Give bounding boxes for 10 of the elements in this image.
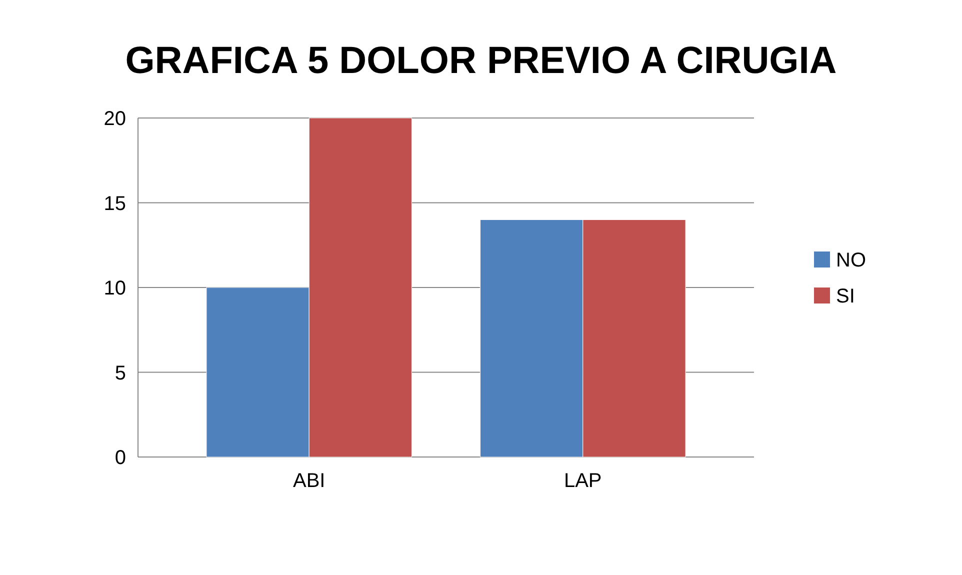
legend-label: NO bbox=[836, 250, 866, 272]
y-tick-label: 20 bbox=[104, 108, 126, 130]
x-tick-label: LAP bbox=[564, 470, 602, 492]
y-tick-label: 15 bbox=[104, 192, 126, 215]
chart-title: GRAFICA 5 DOLOR PREVIO A CIRUGIA bbox=[125, 40, 837, 82]
y-tick-label: 5 bbox=[114, 362, 126, 384]
y-tick-label: 10 bbox=[104, 278, 126, 300]
y-tick-label: 0 bbox=[114, 447, 126, 469]
legend-label: SI bbox=[836, 286, 855, 308]
x-tick-label: ABI bbox=[292, 470, 326, 492]
